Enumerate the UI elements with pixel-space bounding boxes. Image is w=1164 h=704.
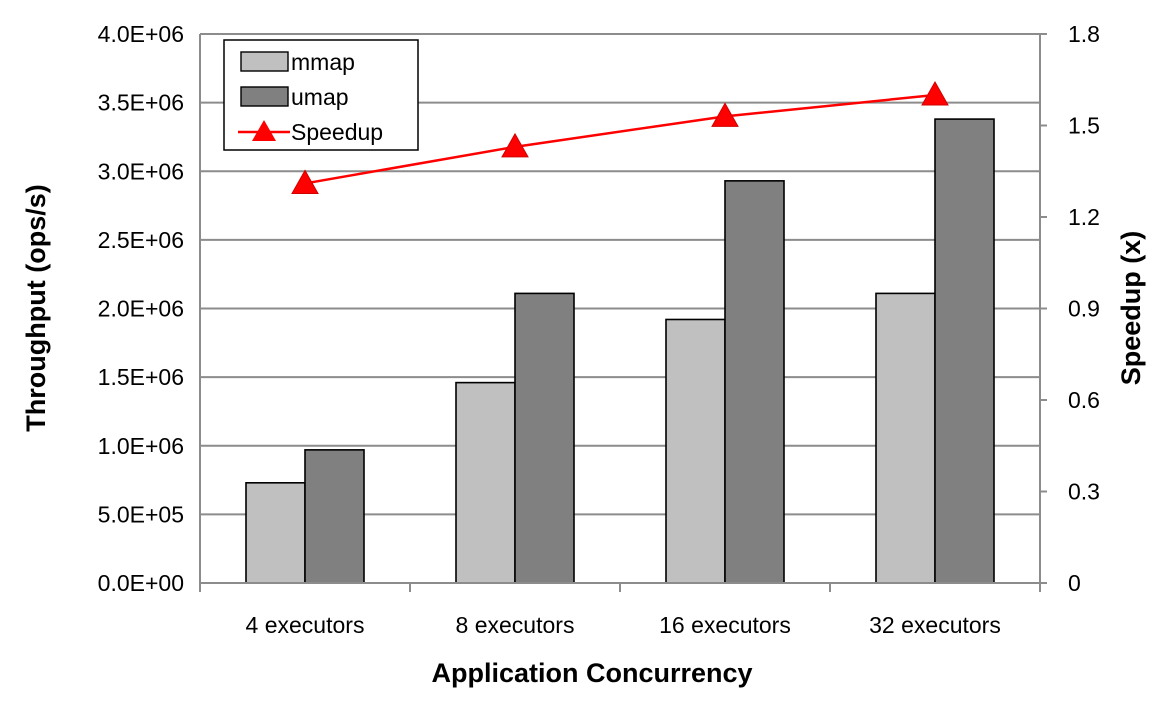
y-tick-label: 4.0E+06 [98,21,184,47]
x-tick-label: 32 executors [869,612,1001,638]
speedup-line [291,80,949,194]
bar-umap [934,118,995,584]
speedup-marker [711,102,739,127]
bars [245,118,995,584]
legend-label-umap: umap [291,84,349,110]
speedup-series-line [304,93,936,185]
y-tick-label: 3.5E+06 [98,90,184,116]
x-tick-label: 16 executors [659,612,791,638]
x-axis-title: Application Concurrency [431,658,752,688]
bar-mmap [875,292,936,584]
bar-umap [304,449,365,584]
y2-tick-label: 1.2 [1068,204,1100,230]
x-tick-label: 8 executors [456,612,575,638]
legend-swatch-umap [240,86,289,107]
y-axis-title: Throughput (ops/s) [21,184,51,431]
y-tick-label: 3.0E+06 [98,158,184,184]
axes [199,33,1047,592]
speedup-marker [501,132,529,158]
legend-swatch-mmap [240,51,289,72]
y-tick-label: 5.0E+05 [98,501,184,527]
legend: mmap umap Speedup [223,39,419,151]
y2-tick-label: 0.6 [1068,387,1100,413]
x-tick-label: 4 executors [246,612,365,638]
tick-labels: 0.0E+00 5.0E+05 1.0E+06 1.5E+06 2.0E+06 2.5E+… [98,21,1100,638]
y2-tick-label: 0.3 [1068,479,1100,505]
bar-mmap [245,482,306,584]
bar-umap [514,292,575,584]
bar-umap [724,180,785,584]
y2-tick-label: 0 [1068,570,1081,596]
speedup-marker [921,80,949,106]
legend-swatch-marker [252,120,276,141]
legend-label-Speedup: Speedup [291,119,383,145]
y-tick-label: 2.0E+06 [98,296,184,322]
y2-axis-title: Speedup (x) [1116,231,1146,386]
y2-tick-label: 1.8 [1068,21,1100,47]
y-tick-label: 1.5E+06 [98,364,184,390]
y-tick-label: 0.0E+00 [98,570,184,596]
bar-mmap [665,318,726,584]
bar-mmap [455,381,516,584]
y2-tick-label: 1.5 [1068,113,1100,139]
legend-label-mmap: mmap [291,49,355,75]
y-tick-label: 2.5E+06 [98,227,184,253]
y2-tick-label: 0.9 [1068,296,1100,322]
y-tick-label: 1.0E+06 [98,433,184,459]
speedup-marker [291,169,319,194]
